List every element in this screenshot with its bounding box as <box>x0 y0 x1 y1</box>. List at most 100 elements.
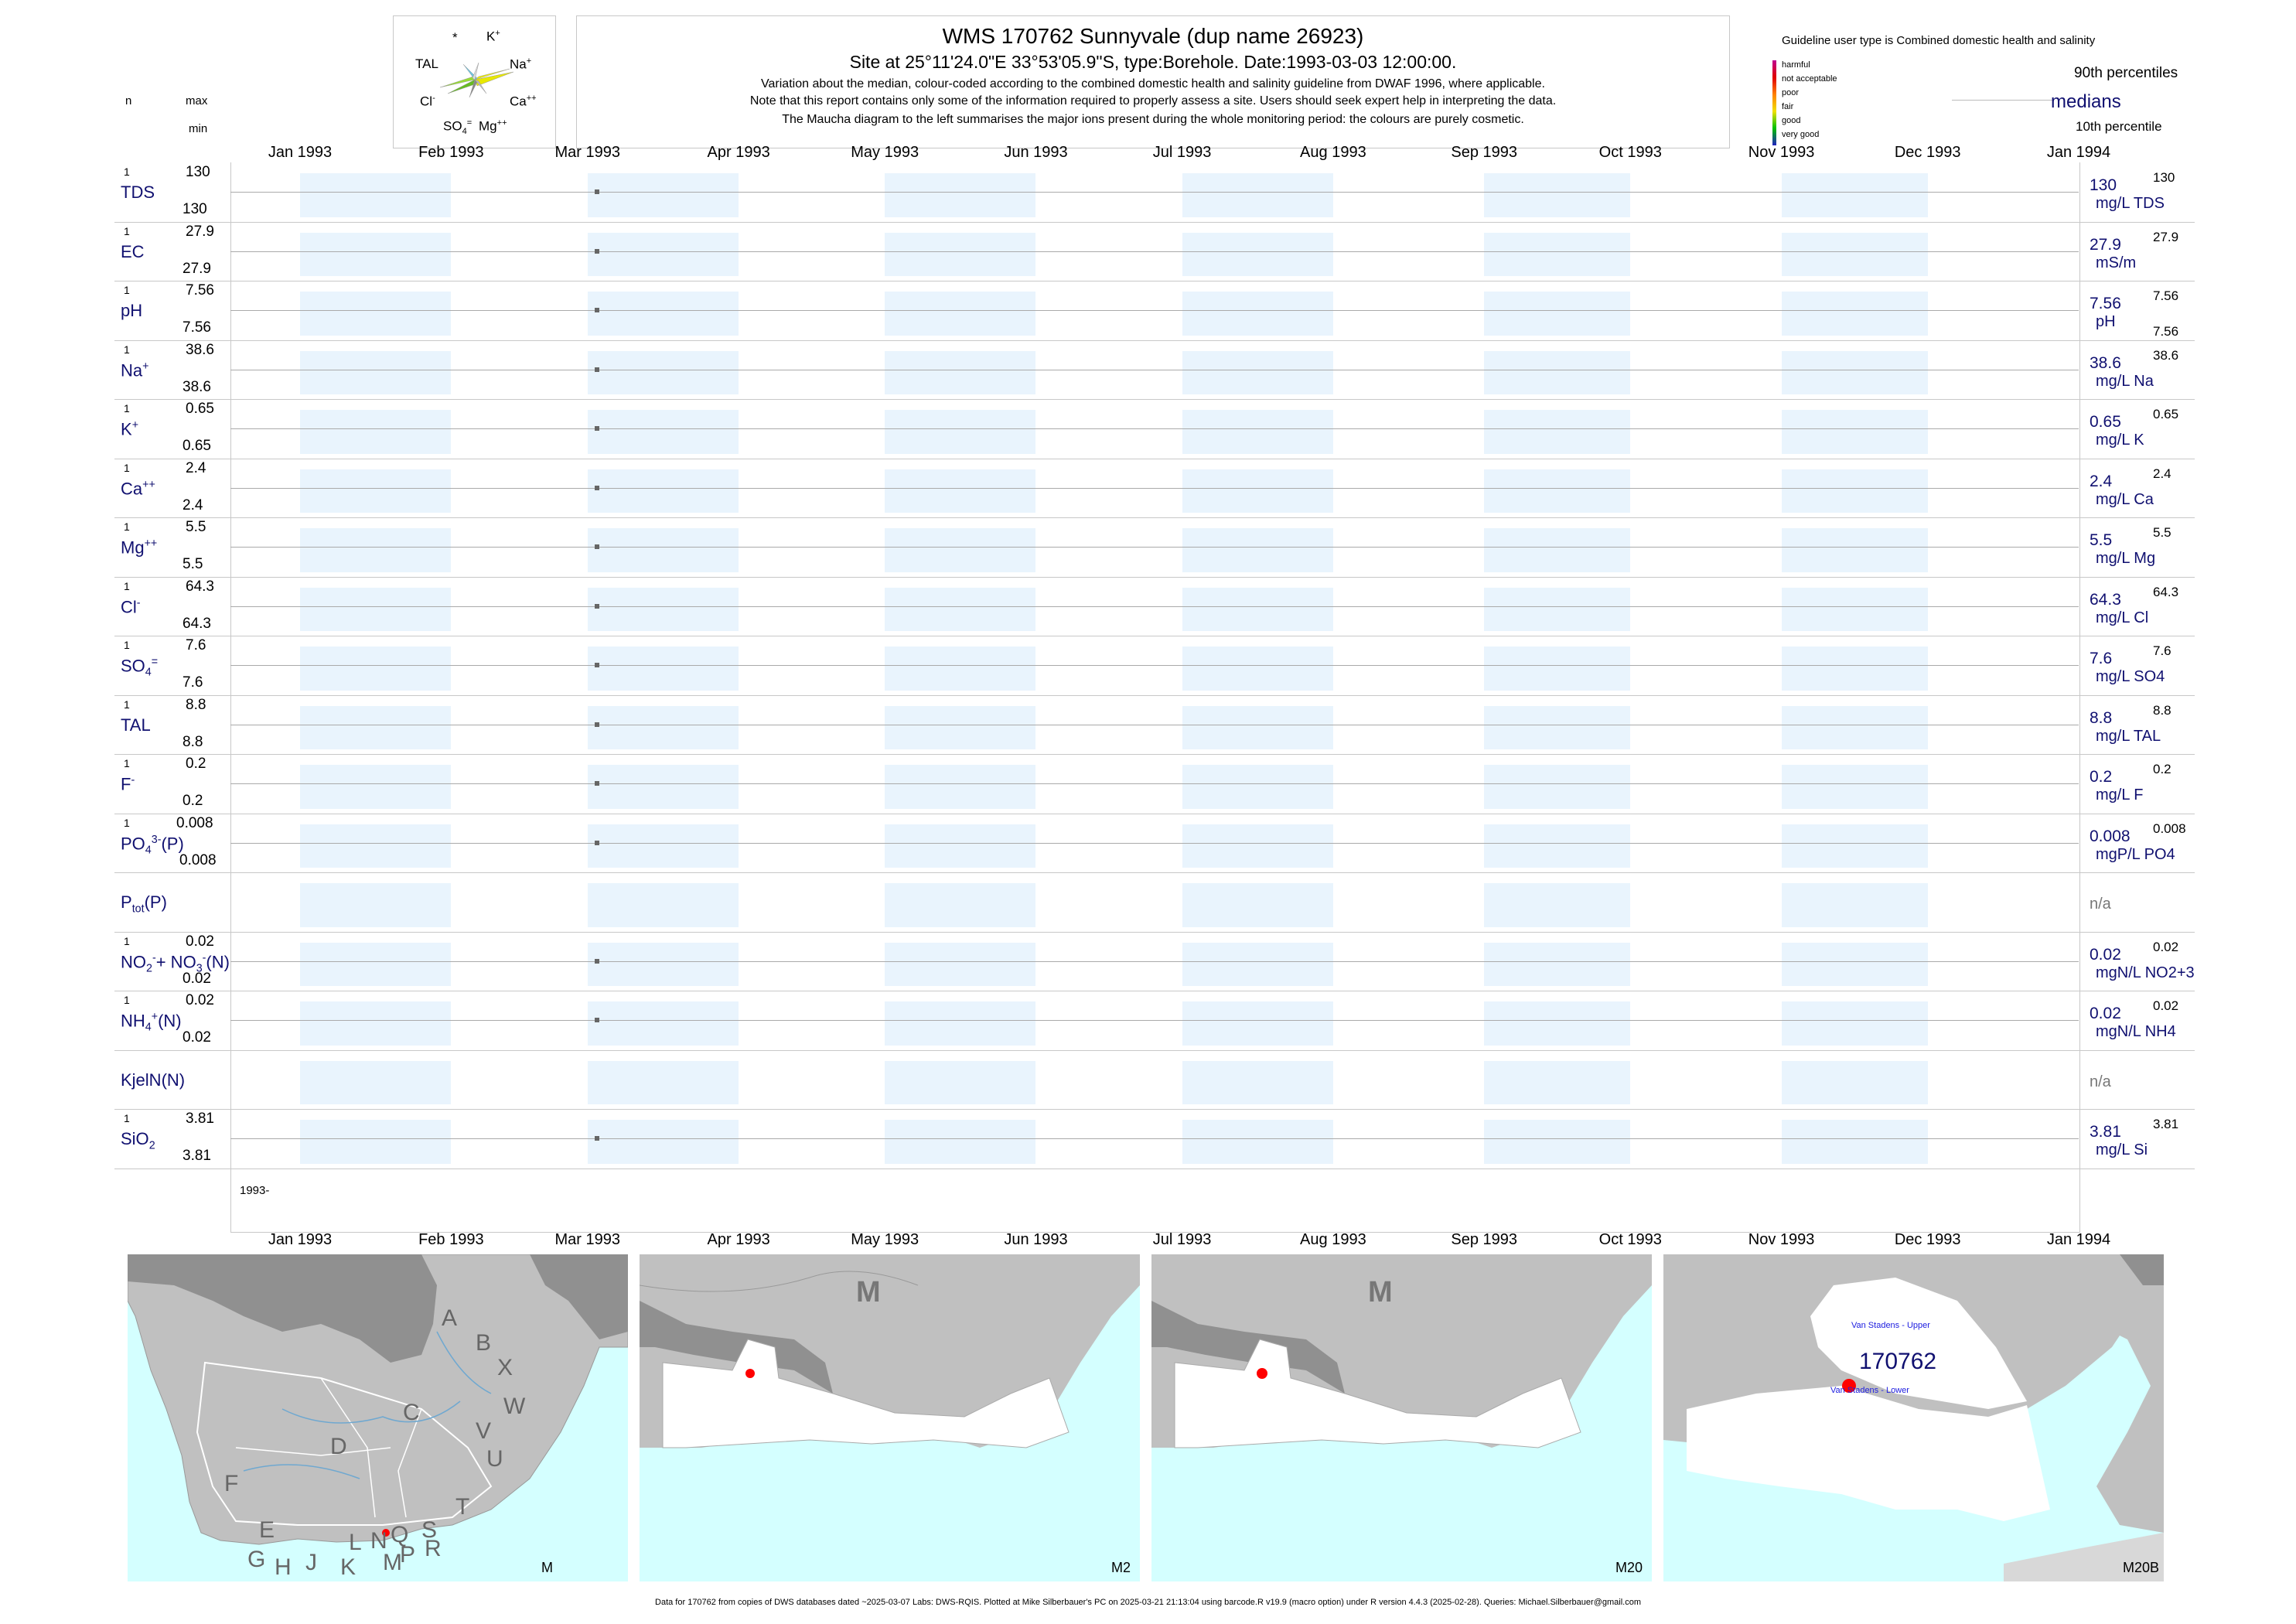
month-band <box>1781 1060 1928 1104</box>
page-title: WMS 170762 Sunnyvale (dup name 26923) <box>942 24 1364 48</box>
month-band <box>1182 232 1333 276</box>
min-value: 130 <box>183 201 207 217</box>
month-band <box>1484 528 1631 572</box>
median-value: 2.4 <box>2090 472 2113 490</box>
median-value: 8.8 <box>2090 708 2113 727</box>
median-value: 27.9 <box>2090 235 2121 254</box>
max-value: 5.5 <box>186 519 206 535</box>
month-band <box>587 1001 739 1046</box>
map3-corner-label: M20 <box>1615 1560 1643 1575</box>
median-line <box>230 310 2079 311</box>
month-band <box>885 647 1036 691</box>
drainage-region-label: S <box>421 1517 438 1543</box>
month-label-bottom: Aug 1993 <box>1300 1231 1366 1248</box>
p90-value: 130 <box>2153 170 2175 185</box>
month-band <box>587 173 739 217</box>
month-band <box>1182 1120 1333 1164</box>
count-n: 1 <box>124 461 130 474</box>
legend-level-label: harmful <box>1782 60 1810 70</box>
month-band <box>1781 528 1928 572</box>
month-band <box>587 469 739 513</box>
data-point <box>595 722 600 727</box>
map3-region-label: M <box>1368 1276 1393 1308</box>
month-band <box>1182 705 1333 749</box>
month-band <box>1182 528 1333 572</box>
year-label: 1993- <box>240 1183 270 1197</box>
month-band <box>587 647 739 691</box>
data-point <box>595 958 600 964</box>
month-band <box>1484 469 1631 513</box>
month-band <box>587 942 739 986</box>
site-info: Site at 25°11'24.0"E 33°53'05.9"S, type:… <box>849 52 1457 72</box>
max-value: 2.4 <box>186 459 206 476</box>
median-value: 64.3 <box>2090 590 2121 609</box>
month-band <box>1484 705 1631 749</box>
month-band <box>1182 647 1333 691</box>
p90-value: 0.2 <box>2153 762 2171 776</box>
month-band <box>1182 1001 1333 1046</box>
p90-value: 38.6 <box>2153 347 2179 363</box>
parameter-label: Ptot(P) <box>121 892 167 916</box>
map4-lower-label: Van Stadens - Lower <box>1830 1386 1909 1395</box>
month-label-top: May 1993 <box>851 144 919 161</box>
row-separator <box>114 339 2195 341</box>
min-value: 7.56 <box>183 319 211 336</box>
parameter-label: F- <box>121 774 135 794</box>
maucha-so4-label: SO4= <box>443 118 473 137</box>
drainage-region-label: E <box>259 1517 275 1543</box>
count-n: 1 <box>124 698 130 711</box>
min-value: 0.2 <box>183 793 203 809</box>
drainage-region-label: W <box>503 1394 526 1419</box>
description-1: Variation about the median, colour-coded… <box>761 77 1545 90</box>
max-value: 3.81 <box>186 1111 214 1127</box>
drainage-region-label: F <box>224 1471 239 1496</box>
median-na: n/a <box>2090 1073 2111 1090</box>
month-band <box>1182 350 1333 394</box>
month-band <box>587 350 739 394</box>
month-band <box>587 705 739 749</box>
month-band <box>1781 883 1928 927</box>
month-band <box>1484 587 1631 631</box>
median-line <box>230 1138 2079 1139</box>
month-band <box>1781 410 1928 454</box>
median-value: 7.56 <box>2090 295 2121 312</box>
legend-p90: 90th percentiles <box>2074 65 2178 81</box>
p90-value: 27.9 <box>2153 229 2179 244</box>
drainage-region-label: J <box>305 1550 317 1575</box>
drainage-region-label: Q <box>391 1522 409 1547</box>
month-band <box>885 1060 1036 1104</box>
unit-label: mg/L Ca <box>2096 490 2154 508</box>
legend-median-line <box>1952 100 2052 101</box>
month-label-top: Jan 1993 <box>268 144 333 161</box>
month-band <box>885 1001 1036 1046</box>
parameter-label: NO2-+ NO3-(N) <box>121 951 230 975</box>
parameter-label: Cl- <box>121 596 141 616</box>
month-label-bottom: Sep 1993 <box>1451 1231 1518 1248</box>
max-value: 7.56 <box>186 282 214 299</box>
month-band <box>1484 232 1631 276</box>
p90-value: 0.02 <box>2153 939 2179 954</box>
month-band <box>587 232 739 276</box>
drainage-region-label: N <box>370 1528 387 1554</box>
map2-region-label: M <box>856 1276 881 1308</box>
guideline-text: Guideline user type is Combined domestic… <box>1782 34 2096 47</box>
data-point <box>595 189 600 194</box>
count-n: 1 <box>124 757 130 769</box>
maucha-mg-label: Mg++ <box>479 118 507 134</box>
max-value: 0.008 <box>176 814 213 831</box>
month-band <box>300 705 452 749</box>
month-band <box>1484 647 1631 691</box>
month-band <box>1182 587 1333 631</box>
month-band <box>1484 1001 1631 1046</box>
month-band <box>1781 173 1928 217</box>
month-label-top: Apr 1993 <box>707 144 770 161</box>
map1-corner-label: M <box>541 1560 553 1575</box>
header-min: min <box>189 122 208 135</box>
month-label-top: Jun 1993 <box>1004 144 1068 161</box>
median-value: 5.5 <box>2090 531 2113 549</box>
min-value: 5.5 <box>183 556 203 572</box>
month-band <box>1781 647 1928 691</box>
row-separator <box>114 221 2195 223</box>
median-value: 0.02 <box>2090 1005 2121 1022</box>
south-africa-map-icon <box>128 1254 628 1545</box>
